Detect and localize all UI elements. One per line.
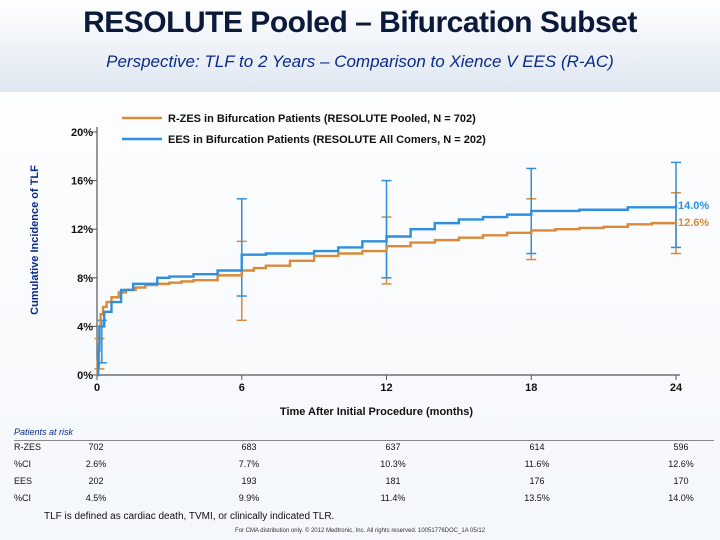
- risk-table-rows: R-ZES 702 683 637 614 596 %CI 2.6% 7.7% 10.3% 11.6…: [14, 439, 714, 507]
- x-tick-label: 18: [525, 382, 537, 394]
- risk-row-value: 614: [529, 442, 545, 452]
- x-tick-label: 24: [670, 382, 683, 394]
- title-band: [0, 0, 720, 92]
- risk-row-value: 14.0%: [668, 493, 694, 503]
- risk-row-value: 181: [385, 476, 401, 486]
- risk-row-value: 11.6%: [524, 459, 550, 469]
- risk-row-value: 170: [673, 476, 689, 486]
- x-axis-label: Time After Initial Procedure (months): [280, 406, 473, 418]
- risk-table-row: %CI 2.6% 7.7% 10.3% 11.6% 12.6%: [14, 456, 714, 473]
- series-lines: [96, 204, 678, 377]
- page-title: RESOLUTE Pooled – Bifurcation Subset: [83, 6, 637, 39]
- risk-table: Patients at risk R-ZES 702 683 637 614 596 %CI…: [14, 427, 714, 507]
- tlf-chart: 0% 4% 8% 12% 16% 20% 0 6 12 18 24 Time After Initia…: [29, 113, 709, 418]
- risk-row-label: %CI: [14, 459, 32, 469]
- page-subtitle: Perspective: TLF to 2 Years – Comparison…: [106, 52, 614, 71]
- y-tick-label: 20%: [71, 127, 93, 139]
- y-tick-label: 4%: [77, 321, 93, 333]
- risk-table-header: Patients at risk: [14, 427, 74, 437]
- x-tick-label: 12: [380, 382, 392, 394]
- risk-row-value: 202: [88, 476, 104, 486]
- risk-row-value: 702: [88, 442, 104, 452]
- x-tick-label: 6: [239, 382, 245, 394]
- chart-legend: R-ZES in Bifurcation Patients (RESOLUTE …: [122, 113, 486, 146]
- footnote: TLF is defined as cardiac death, TVMI, o…: [44, 511, 335, 522]
- series-line-r-zes: [96, 221, 678, 377]
- risk-table-row: R-ZES 702 683 637 614 596: [14, 439, 714, 456]
- y-tick-label: 16%: [71, 176, 93, 188]
- risk-row-value: 193: [241, 476, 257, 486]
- risk-row-value: 2.6%: [85, 459, 107, 469]
- y-tick-label: 8%: [77, 273, 93, 285]
- risk-row-label: %CI: [14, 493, 32, 503]
- risk-row-value: 9.9%: [238, 493, 260, 503]
- risk-row-value: 7.7%: [238, 459, 260, 469]
- chart-labels: 0% 4% 8% 12% 16% 20% 0 6 12 18 24 Time After Initia…: [29, 127, 709, 418]
- risk-row-value: 4.5%: [85, 493, 107, 503]
- risk-table-row: EES 202 193 181 176 170: [14, 473, 714, 490]
- risk-table-divider: [14, 440, 714, 441]
- risk-row-value: 176: [529, 476, 545, 486]
- legend-label: R-ZES in Bifurcation Patients (RESOLUTE …: [168, 113, 476, 125]
- risk-row-label: R-ZES: [14, 442, 41, 452]
- risk-row-value: 13.5%: [524, 493, 550, 503]
- x-tick-label: 0: [94, 382, 100, 394]
- risk-row-value: 11.4%: [380, 493, 406, 503]
- risk-row-value: 596: [673, 442, 689, 452]
- risk-row-value: 637: [385, 442, 401, 452]
- legend-label: EES in Bifurcation Patients (RESOLUTE Al…: [168, 134, 486, 146]
- risk-row-value: 12.6%: [668, 459, 694, 469]
- risk-row-value: 683: [241, 442, 257, 452]
- risk-row-label: EES: [14, 476, 33, 486]
- confidence-interval-bars: [94, 161, 681, 370]
- y-axis-label: Cumulative Incidence of TLF: [29, 165, 41, 315]
- y-tick-label: 12%: [71, 224, 93, 236]
- series-line-ees: [97, 204, 678, 377]
- y-tick-label: 0%: [77, 370, 93, 382]
- series-end-label: 12.6%: [678, 217, 709, 229]
- risk-row-value: 10.3%: [380, 459, 406, 469]
- series-end-label: 14.0%: [678, 200, 709, 212]
- copyright-line: For CMA distribution only. © 2012 Medtro…: [234, 528, 486, 534]
- risk-table-row: %CI 4.5% 9.9% 11.4% 13.5% 14.0%: [14, 490, 714, 507]
